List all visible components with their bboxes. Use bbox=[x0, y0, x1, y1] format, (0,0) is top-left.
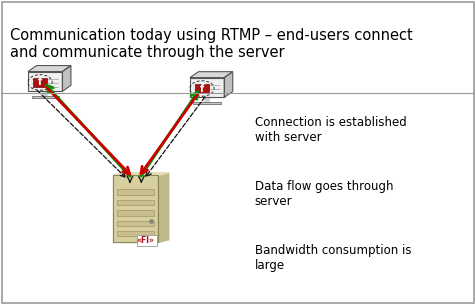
Polygon shape bbox=[62, 66, 71, 92]
Text: f: f bbox=[38, 77, 42, 88]
Polygon shape bbox=[113, 173, 169, 175]
Polygon shape bbox=[42, 92, 48, 96]
Polygon shape bbox=[190, 78, 224, 98]
Polygon shape bbox=[28, 66, 71, 72]
Polygon shape bbox=[113, 175, 158, 242]
Polygon shape bbox=[204, 98, 210, 102]
Polygon shape bbox=[28, 72, 62, 92]
Bar bbox=[33, 78, 47, 87]
Text: Data flow goes through
server: Data flow goes through server bbox=[255, 180, 393, 208]
Polygon shape bbox=[190, 72, 233, 78]
Text: Bandwidth consumption is
large: Bandwidth consumption is large bbox=[255, 244, 411, 272]
Bar bbox=[193, 102, 221, 104]
Text: Connection is established
with server: Connection is established with server bbox=[255, 116, 407, 144]
Text: f: f bbox=[200, 84, 204, 94]
Bar bbox=[195, 84, 209, 93]
Bar bbox=[117, 189, 154, 195]
Polygon shape bbox=[158, 173, 169, 242]
Bar bbox=[137, 235, 157, 246]
Text: «Fl»: «Fl» bbox=[136, 236, 154, 245]
Bar bbox=[117, 221, 154, 226]
Bar bbox=[31, 96, 59, 98]
Bar bbox=[117, 210, 154, 216]
Polygon shape bbox=[224, 72, 233, 98]
Text: Communication today using RTMP – end-users connect
and communicate through the s: Communication today using RTMP – end-use… bbox=[10, 28, 413, 60]
Bar bbox=[117, 200, 154, 205]
Bar bbox=[117, 231, 154, 236]
